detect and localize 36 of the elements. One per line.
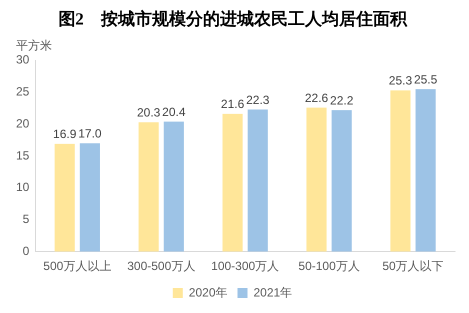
- data-label: 16.9: [53, 127, 77, 142]
- data-label: 25.3: [388, 74, 412, 88]
- x-tick-label: 100-300万人: [211, 259, 280, 274]
- y-tick-label: 10: [16, 180, 30, 194]
- x-tick-label: 50万人以下: [382, 259, 444, 274]
- data-label: 17.0: [78, 126, 102, 141]
- bar: [222, 114, 243, 252]
- data-label: 20.3: [136, 106, 161, 120]
- y-tick-label: 25: [16, 84, 30, 99]
- data-label: 25.5: [414, 72, 438, 86]
- bar: [306, 108, 327, 252]
- y-tick-label: 5: [22, 212, 30, 226]
- bar: [54, 144, 75, 252]
- x-tick-label: 50-100万人: [298, 259, 360, 274]
- bar: [164, 122, 184, 252]
- legend-label: 2021年: [254, 285, 292, 300]
- bar: [332, 110, 352, 252]
- x-tick-label: 300-500万人: [127, 259, 196, 274]
- chart-title: 图2 按城市规模分的进城农民工人均居住面积: [58, 10, 408, 29]
- y-tick-label: 15: [16, 148, 30, 162]
- data-label: 21.6: [220, 97, 245, 112]
- bar: [416, 89, 436, 252]
- bar: [80, 143, 100, 252]
- x-tick-label: 500万人以上: [43, 259, 112, 274]
- y-tick-label: 30: [16, 52, 30, 67]
- bar: [390, 90, 411, 252]
- legend-label: 2020年: [188, 285, 228, 300]
- y-tick-label: 0: [22, 244, 30, 258]
- data-label: 22.3: [246, 92, 270, 107]
- data-label: 20.4: [162, 104, 186, 119]
- y-tick-label: 20: [16, 116, 30, 130]
- bar: [138, 122, 159, 252]
- bar: [248, 109, 268, 252]
- data-label: 22.6: [304, 90, 329, 105]
- y-axis-title: 平方米: [16, 38, 52, 53]
- data-label: 22.2: [330, 93, 354, 108]
